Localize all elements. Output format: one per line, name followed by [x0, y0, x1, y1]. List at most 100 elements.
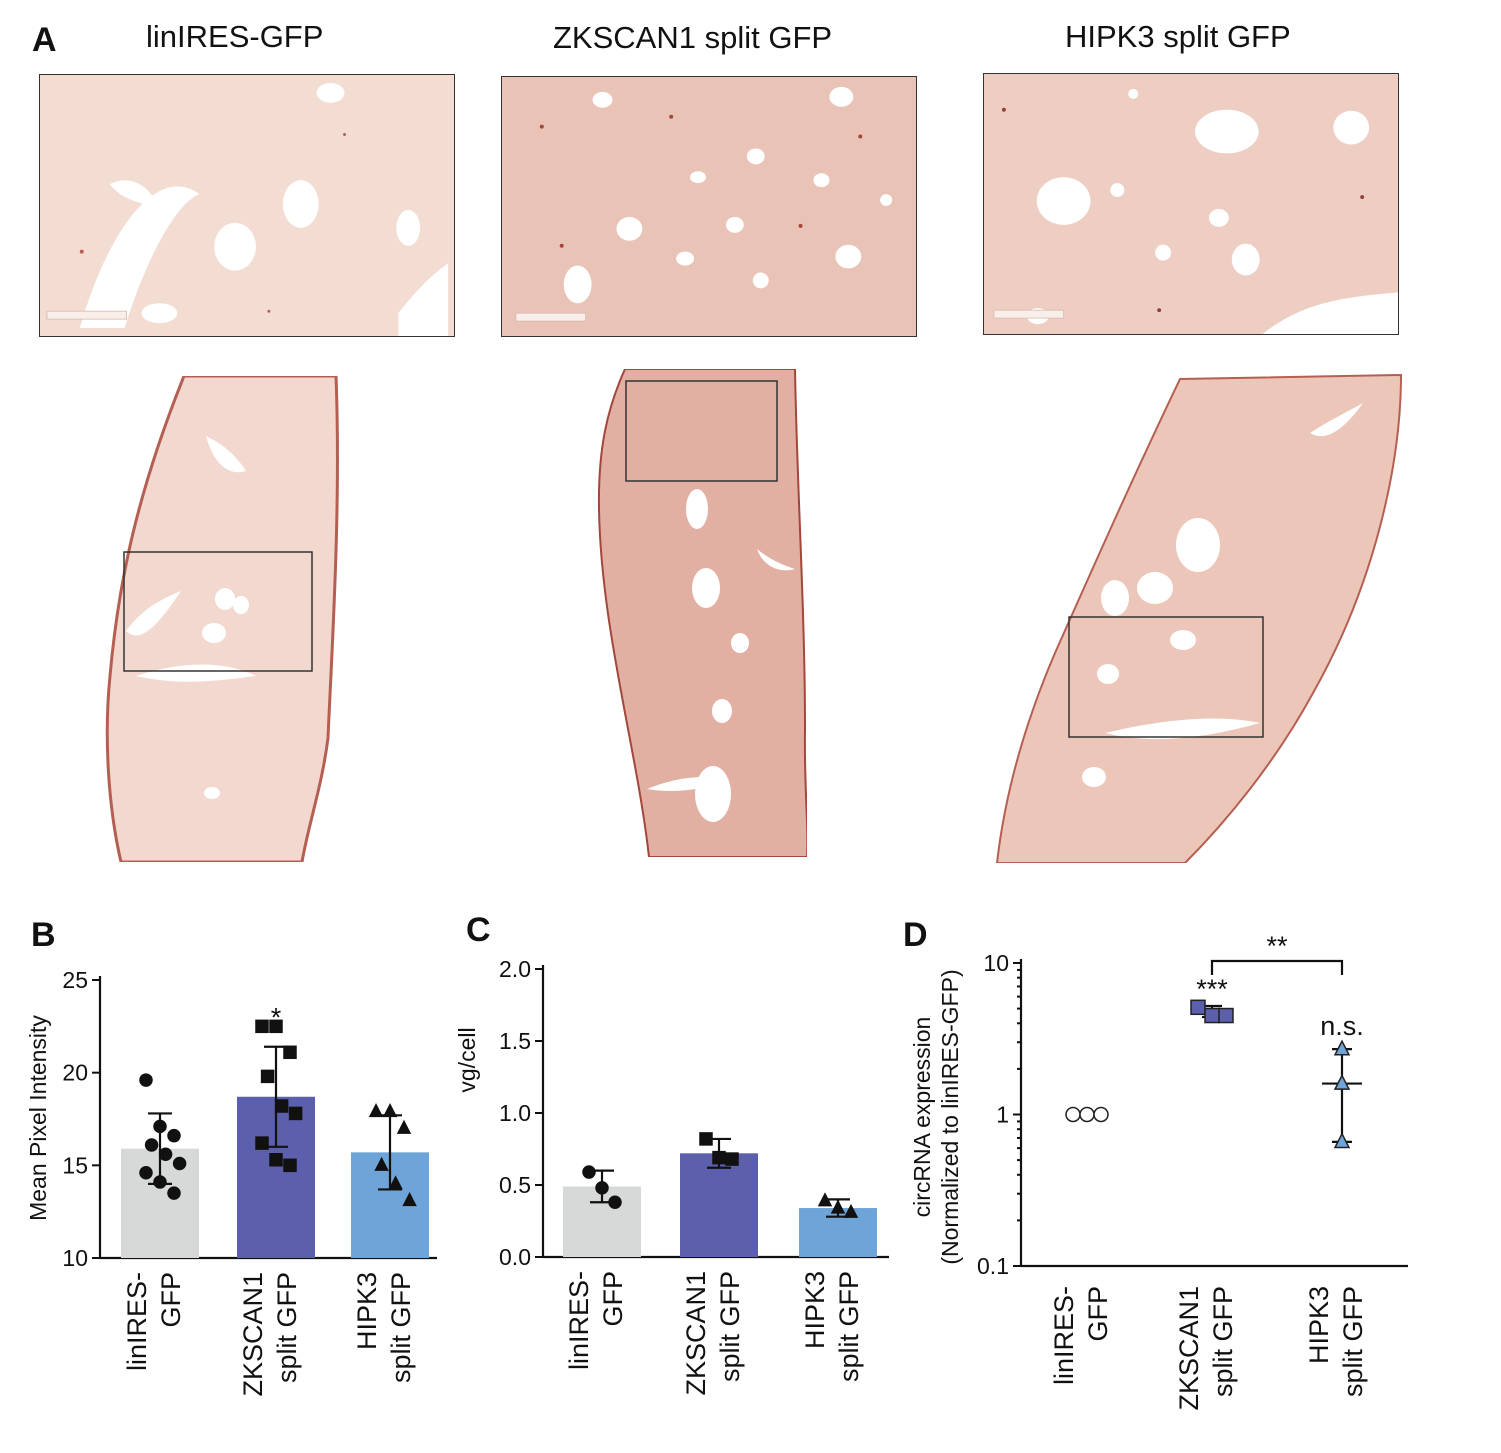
zoom-micrograph-hipk3 — [983, 73, 1399, 335]
panel-b-category-label-2-1: split GFP — [386, 1272, 416, 1383]
zoom-micrograph-linires — [39, 74, 455, 337]
panel-c-category-label-1-1: split GFP — [715, 1271, 745, 1382]
panel-b-point-1-2 — [283, 1045, 297, 1060]
panel-c-category-label-2-1: split GFP — [834, 1271, 864, 1382]
panel-b-point-2-4 — [388, 1175, 403, 1190]
panel-letter-d: D — [903, 916, 928, 954]
panel-c-point-2-1 — [830, 1199, 846, 1214]
panel-b-point-2-3 — [374, 1156, 389, 1171]
panel-b-point-1-5 — [288, 1106, 303, 1121]
panel-b-point-2-1 — [382, 1103, 398, 1118]
panel-d-comparison-bracket — [1210, 959, 1344, 975]
tissue-texture — [502, 77, 916, 336]
panel-b-y-axis-title: Mean Pixel Intensity — [25, 1015, 51, 1221]
panel-b-point-0-3 — [144, 1138, 159, 1152]
panel-d-ytick-label: 0.1 — [977, 1253, 1009, 1279]
panel-b-point-0-6 — [139, 1165, 153, 1180]
panel-d-significance-hipk3: n.s. — [1320, 1011, 1364, 1041]
panel-c-point-1-2 — [725, 1152, 739, 1166]
panel-d-significance-bracket: ** — [1266, 931, 1288, 961]
whole-section-linires — [96, 376, 344, 862]
panel-c-category-label-2-0: HIPK3 — [800, 1271, 830, 1349]
panel-d-y-axis-title-0: circRNA expression — [909, 1017, 935, 1218]
panel-b-ytick-label: 25 — [62, 967, 88, 993]
panel-b-point-1-4 — [274, 1099, 289, 1113]
whole-section-hipk3 — [995, 373, 1405, 863]
panel-a-title-zkscan1: ZKSCAN1 split GFP — [553, 20, 833, 55]
panel-c-point-0-2 — [608, 1195, 622, 1210]
panel-b-point-2-5 — [402, 1192, 417, 1207]
panel-c-ytick-label: 1.5 — [499, 1028, 531, 1054]
panel-d-point-2-0 — [1333, 1039, 1351, 1056]
panel-c-ytick-label: 0.0 — [499, 1244, 531, 1270]
panel-c-point-2-0 — [817, 1192, 833, 1207]
panel-c-bar-2 — [799, 1208, 877, 1257]
panel-b-point-0-1 — [153, 1119, 167, 1134]
panel-b-point-1-3 — [260, 1069, 275, 1084]
panel-d-point-0-0 — [1065, 1106, 1081, 1123]
panel-c-point-1-0 — [699, 1132, 713, 1146]
panel-b-point-2-0 — [368, 1103, 384, 1118]
tissue-texture — [984, 74, 1398, 334]
panel-b-point-1-1 — [269, 1019, 283, 1034]
tissue-section-shape — [597, 369, 807, 857]
panel-d-category-label-0-0: linIRES- — [1049, 1286, 1079, 1385]
panel-c-point-0-0 — [582, 1165, 596, 1179]
whole-section-zkscan1 — [597, 369, 807, 857]
panel-d-point-1-1 — [1204, 1007, 1220, 1024]
panel-b-point-2-2 — [396, 1119, 412, 1134]
panel-c-category-label-1-0: ZKSCAN1 — [681, 1271, 711, 1396]
panel-b-bar-1 — [237, 1096, 315, 1258]
panel-letter-a: A — [32, 21, 57, 59]
panel-c-point-1-1 — [712, 1150, 726, 1165]
panel-d-significance-zkscan1: *** — [1196, 974, 1228, 1004]
panel-d-ytick-label: 10 — [983, 950, 1009, 976]
panel-b-bar-2 — [351, 1152, 429, 1258]
panel-d-category-label-0-1: GFP — [1083, 1286, 1113, 1342]
panel-a-title-hipk3: HIPK3 split GFP — [1065, 19, 1291, 54]
panel-b-significance: * — [271, 1003, 282, 1033]
panel-b-point-0-4 — [158, 1147, 173, 1161]
panel-a-title-linires: linIRES-GFP — [146, 19, 324, 54]
panel-c-category-label-0-0: linIRES- — [564, 1271, 594, 1370]
panel-c-point-2-2 — [843, 1203, 859, 1218]
tissue-section-shape — [105, 376, 339, 862]
panel-b-point-0-2 — [167, 1128, 181, 1143]
panel-b-category-label-0-1: GFP — [156, 1272, 186, 1328]
panel-c-category-label-0-1: GFP — [598, 1271, 628, 1327]
panel-d-ytick-label: 1 — [996, 1102, 1009, 1128]
panel-letter-c: C — [466, 911, 491, 949]
panel-c-bar-0 — [563, 1186, 641, 1257]
panel-d-category-label-1-0: ZKSCAN1 — [1174, 1286, 1204, 1411]
panel-c-bar-1 — [680, 1153, 758, 1257]
panel-b-category-label-2-0: HIPK3 — [352, 1272, 382, 1350]
panel-b-category-label-0-0: linIRES- — [122, 1272, 152, 1371]
panel-c-ytick-label: 1.0 — [499, 1100, 531, 1126]
panel-c-point-0-1 — [595, 1181, 609, 1195]
panel-b-bar-0 — [121, 1148, 199, 1258]
panel-c-ytick-label: 2.0 — [499, 956, 531, 982]
panel-letter-b: B — [31, 916, 56, 954]
panel-d-category-label-1-1: split GFP — [1208, 1286, 1238, 1397]
panel-b-ytick-label: 10 — [62, 1245, 88, 1271]
panel-b-category-label-1-0: ZKSCAN1 — [238, 1272, 268, 1397]
panel-b-point-0-5 — [172, 1156, 187, 1171]
panel-c-ytick-label: 0.5 — [499, 1172, 531, 1198]
tissue-section-shape — [995, 373, 1403, 863]
panel-d-point-1-0 — [1190, 999, 1206, 1016]
panel-d-category-label-2-1: split GFP — [1338, 1286, 1368, 1397]
panel-d-point-2-2 — [1333, 1132, 1351, 1149]
panel-d-category-label-2-0: HIPK3 — [1304, 1286, 1334, 1364]
tissue-texture — [40, 75, 454, 336]
zoom-micrograph-zkscan1 — [501, 76, 917, 337]
panel-b-point-0-7 — [153, 1175, 167, 1189]
panel-d-point-0-2 — [1093, 1106, 1109, 1123]
panel-b-point-0-8 — [167, 1186, 181, 1200]
panel-b-ytick-label: 20 — [62, 1060, 88, 1086]
panel-d-point-2-1 — [1333, 1073, 1351, 1090]
panel-b-category-label-1-1: split GFP — [272, 1272, 302, 1383]
panel-b-point-0-0 — [139, 1073, 153, 1087]
panel-b-point-1-8 — [283, 1158, 297, 1173]
panel-b-point-1-7 — [269, 1153, 283, 1167]
panel-d-point-1-2 — [1218, 1007, 1234, 1024]
